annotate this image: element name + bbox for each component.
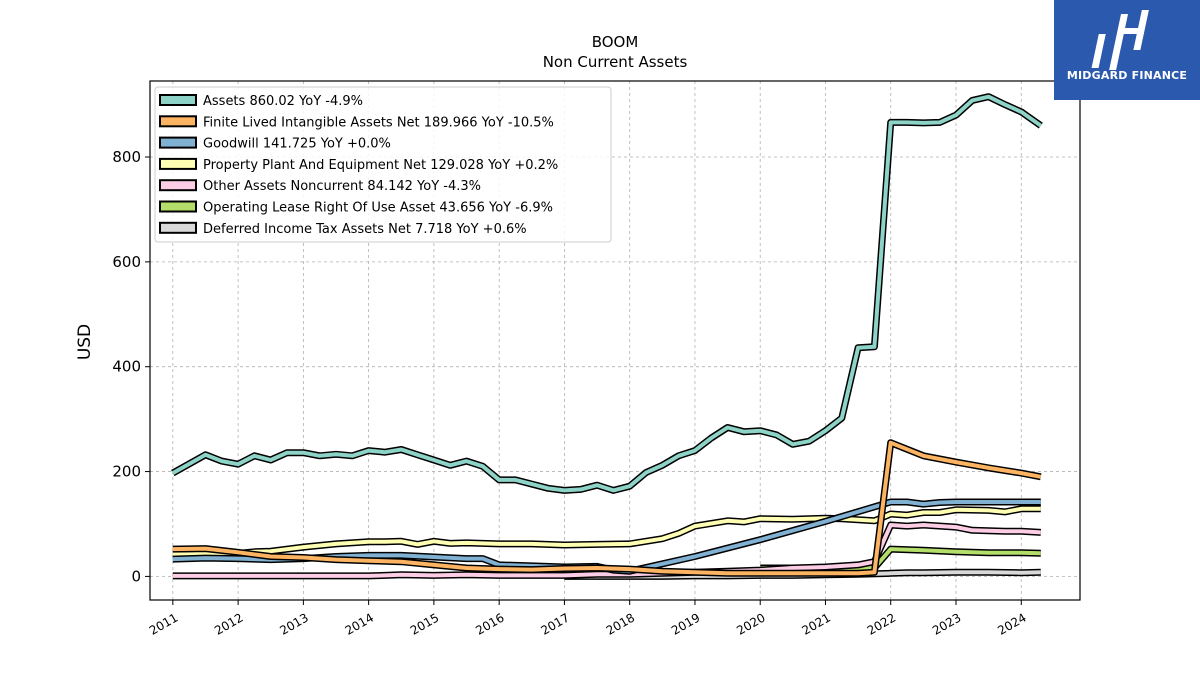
legend-label-assets: Assets 860.02 YoY -4.9% — [203, 94, 363, 109]
x-tick-label: 2023 — [930, 610, 963, 637]
x-tick-label: 2011 — [147, 610, 180, 637]
legend-swatch-goodwill — [159, 136, 197, 149]
legend-label-property-plant-and-equipment-net: Property Plant And Equipment Net 129.028… — [203, 158, 558, 173]
legend-box — [154, 86, 612, 243]
x-tick-label: 2018 — [604, 610, 637, 637]
logo-text: MIDGARD FINANCE — [1066, 69, 1188, 82]
x-tick-label: 2016 — [473, 610, 506, 637]
series-group — [171, 93, 1043, 580]
series-lines — [171, 93, 1043, 580]
x-tick-label: 2021 — [800, 610, 833, 637]
legend-label-other-assets-noncurrent: Other Assets Noncurrent 84.142 YoY -4.3% — [203, 179, 481, 194]
legend: Assets 860.02 YoY -4.9% Finite Lived Inta… — [154, 86, 612, 243]
chart-subtitle: Non Current Assets — [543, 53, 688, 71]
legend-swatch-assets — [159, 94, 197, 106]
y-tick-label: 200 — [112, 463, 141, 481]
y-axis: 0 200 400 600 800 — [112, 148, 150, 585]
y-axis-label: USD — [75, 324, 95, 360]
series-line-property-plant-and-equipment-net — [172, 506, 1041, 557]
y-tick-label: 800 — [112, 148, 141, 166]
x-axis: 2011 2012 2013 2014 2015 2016 2017 2018 2019 2020… — [147, 600, 1029, 638]
y-tick-label: 0 — [131, 567, 141, 585]
x-tick-label: 2024 — [995, 610, 1028, 637]
series-line-assets — [171, 94, 1042, 493]
y-tick-label: 600 — [112, 253, 141, 271]
x-tick-label: 2012 — [212, 610, 245, 637]
x-tick-label: 2014 — [343, 610, 376, 637]
x-tick-label: 2019 — [669, 610, 702, 637]
legend-swatch-deferred-income-tax-assets-net — [159, 221, 197, 234]
x-tick-label: 2022 — [865, 610, 898, 637]
legend-label-operating-lease-right-of-use-asset: Operating Lease Right Of Use Asset 43.65… — [203, 201, 553, 216]
grid — [150, 81, 1080, 600]
legend-swatch-property-plant-and-equipment-net — [159, 157, 197, 170]
legend-swatch-finite-lived-intangible-assets-net — [159, 115, 197, 128]
y-tick-label: 400 — [112, 358, 141, 376]
plot-frame — [149, 80, 1081, 601]
logo-mark-icon — [1091, 10, 1149, 70]
legend-swatch-other-assets-noncurrent — [159, 179, 197, 192]
midgard-finance-logo: MIDGARD FINANCE — [1054, 0, 1200, 100]
x-tick-label: 2020 — [734, 610, 767, 637]
x-tick-label: 2017 — [538, 610, 571, 637]
x-tick-label: 2015 — [408, 610, 441, 637]
legend-label-deferred-income-tax-assets-net: Deferred Income Tax Assets Net 7.718 YoY… — [203, 222, 527, 237]
legend-swatch-operating-lease-right-of-use-asset — [159, 200, 197, 213]
legend-label-goodwill: Goodwill 141.725 YoY +0.0% — [203, 137, 391, 152]
series-line-finite-lived-intangible-assets-net — [172, 440, 1042, 576]
series-line-other-assets-noncurrent — [172, 523, 1041, 578]
x-tick-label: 2013 — [277, 610, 310, 637]
legend-label-finite-lived-intangible-assets-net: Finite Lived Intangible Assets Net 189.9… — [203, 115, 554, 130]
chart-title: BOOM — [592, 33, 639, 51]
